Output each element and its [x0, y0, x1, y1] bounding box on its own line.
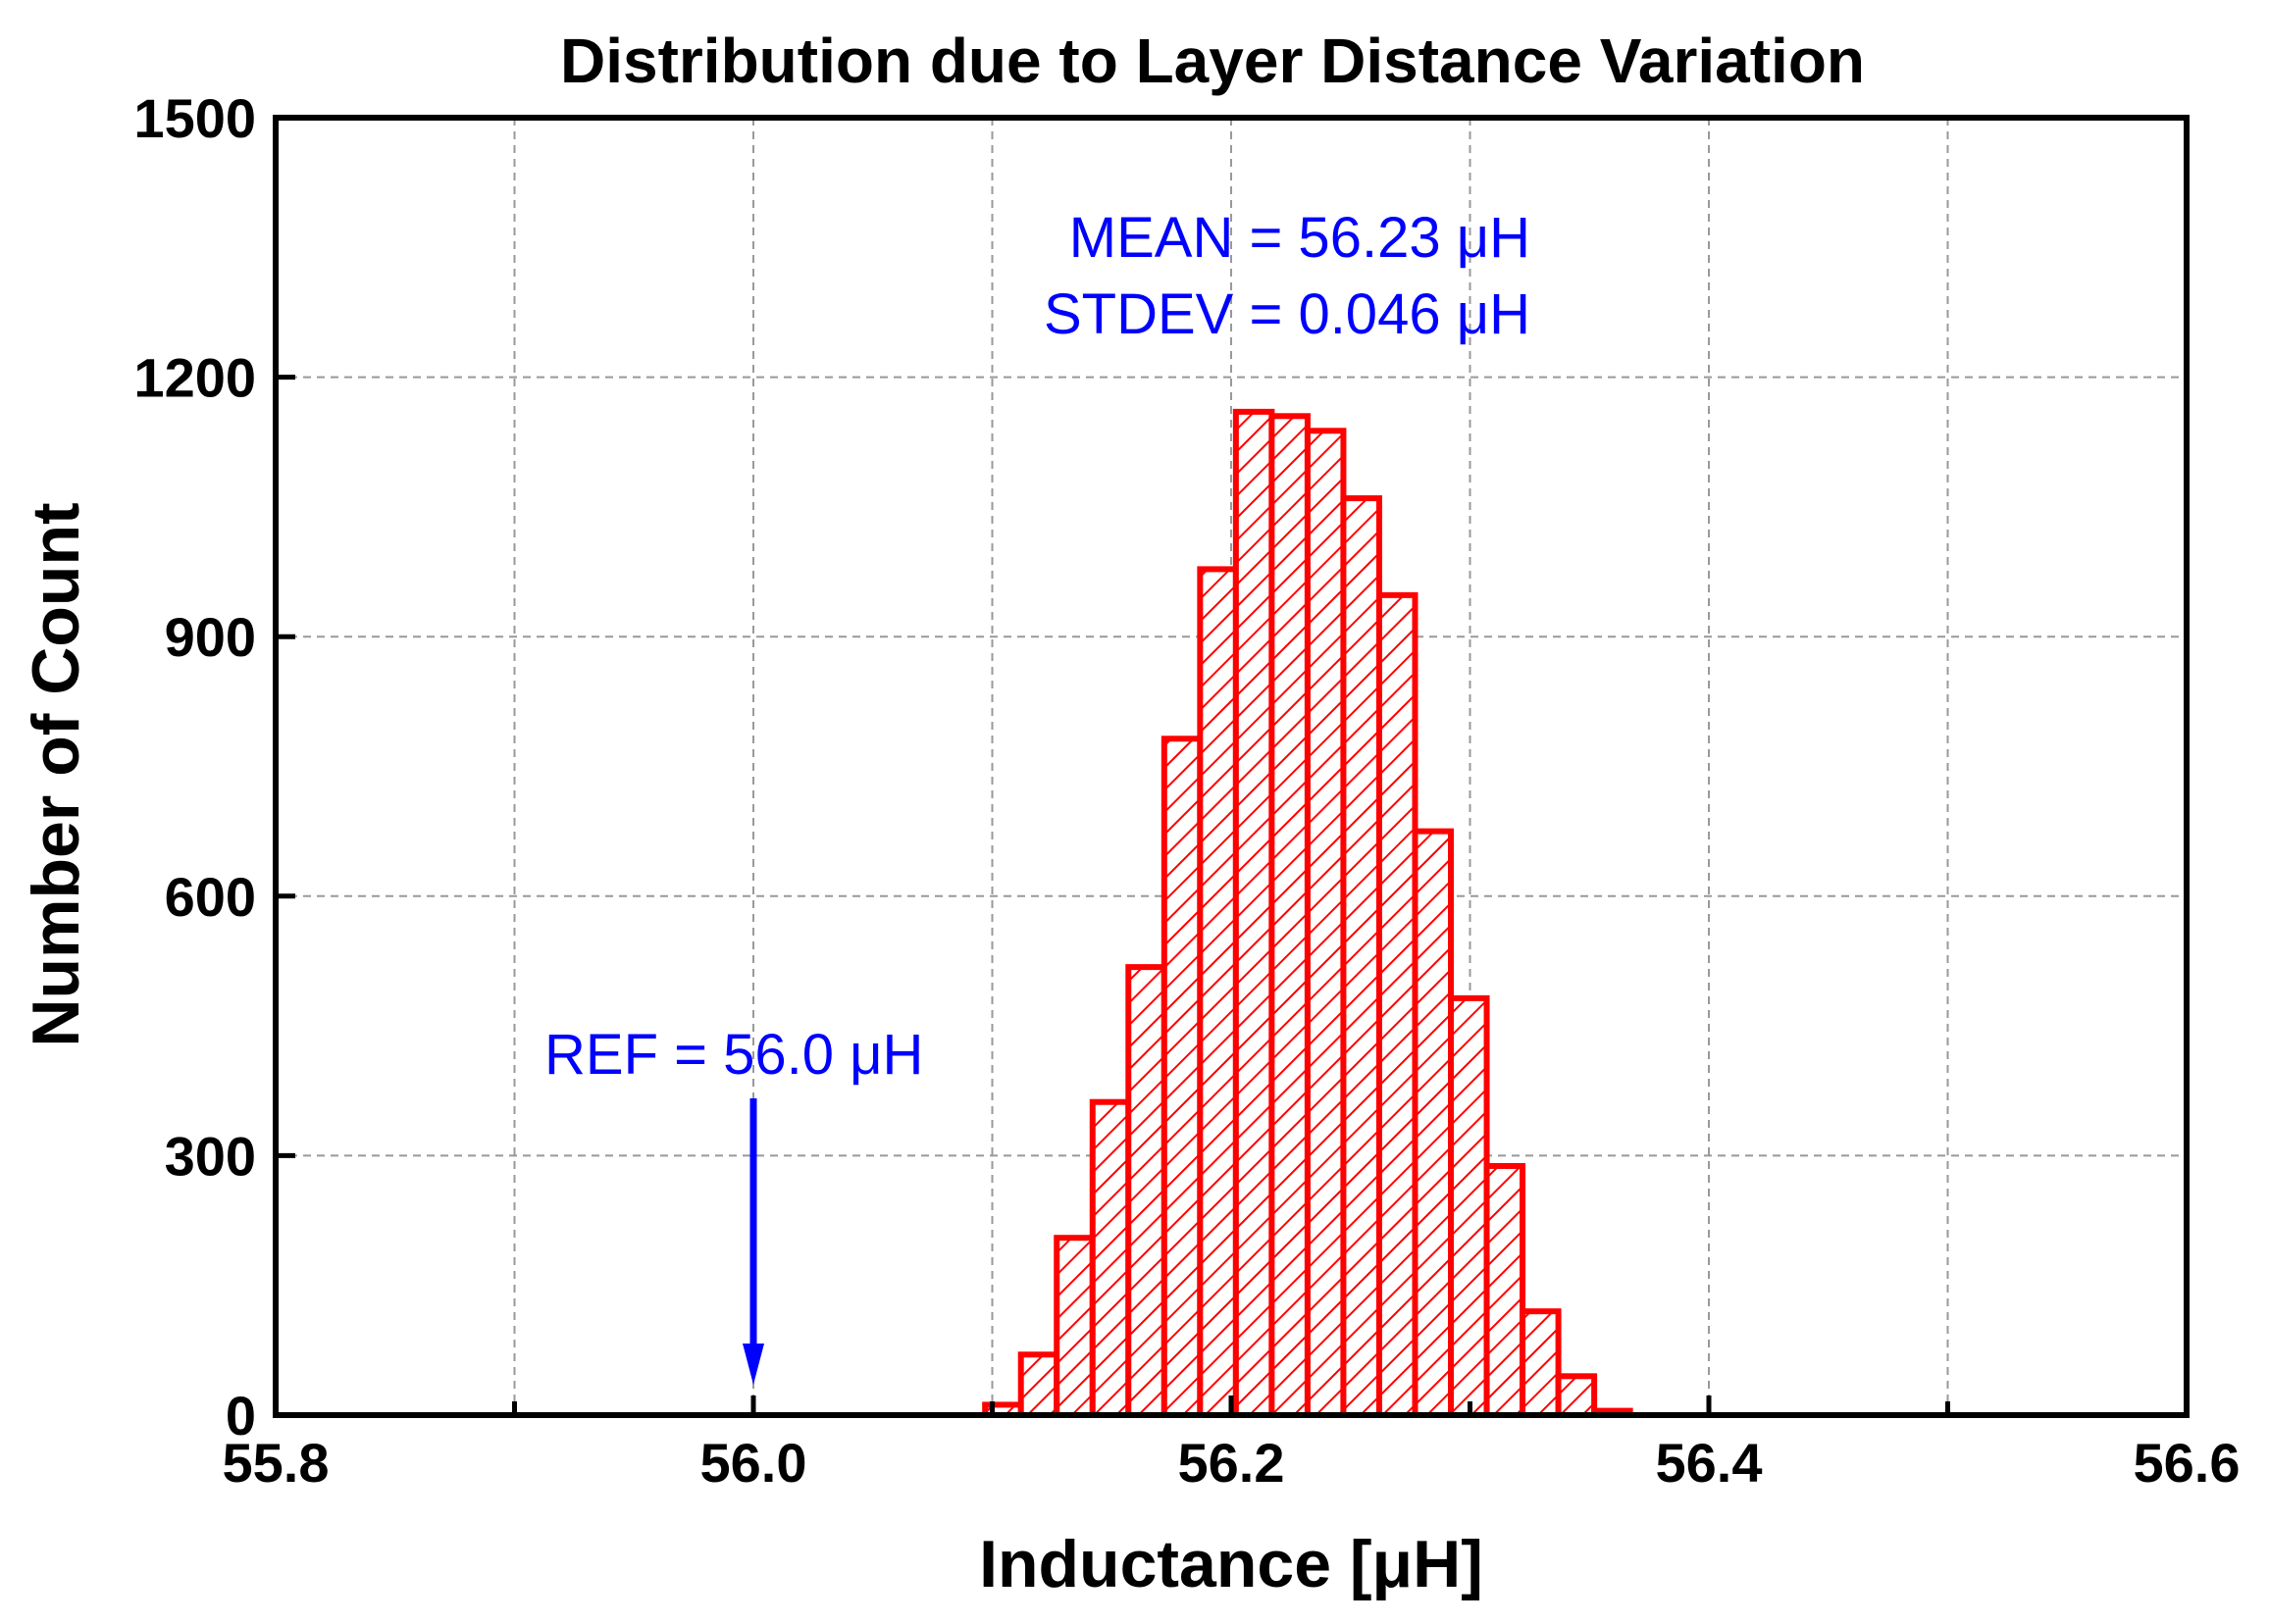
histogram-bar: [1125, 964, 1167, 1419]
ref-annotation: REF = 56.0 μH: [544, 1023, 923, 1087]
y-tick-label: 600: [165, 866, 256, 928]
histogram-bar: [1340, 495, 1382, 1418]
y-tick-label: 1200: [133, 347, 256, 409]
histogram-bar: [1268, 413, 1311, 1419]
x-tick-label: 56.2: [1178, 1432, 1285, 1494]
histogram-bar: [1232, 408, 1275, 1418]
histogram-bar: [1483, 1162, 1526, 1419]
ref-arrow: [743, 1098, 764, 1385]
histogram-bar: [1089, 1098, 1132, 1418]
tick-labels: 55.8 56.0 56.2 56.4 56.6 0 300 600 900 1200 1500: [133, 87, 2240, 1494]
x-axis-label: Inductance [μH]: [979, 1527, 1483, 1601]
histogram-bar: [1412, 828, 1455, 1418]
chart-title: Distribution due to Layer Distance Varia…: [560, 25, 1865, 96]
histogram-bar: [1054, 1235, 1096, 1418]
histogram-bar: [1197, 566, 1239, 1418]
y-axis-label: Number of Count: [19, 502, 93, 1046]
histogram-bar: [1304, 428, 1347, 1418]
axis-ticks: [273, 115, 2190, 1418]
mean-annotation: MEAN = 56.23 μH: [1069, 206, 1530, 270]
stdev-annotation: STDEV = 0.046 μH: [1044, 282, 1530, 346]
x-tick-label: 55.8: [223, 1432, 330, 1494]
y-tick-label: 0: [226, 1385, 256, 1446]
x-tick-label: 56.6: [2134, 1432, 2241, 1494]
histogram-bar: [1520, 1308, 1562, 1419]
x-tick-label: 56.0: [700, 1432, 807, 1494]
x-tick-label: 56.4: [1656, 1432, 1763, 1494]
histogram-bars: [982, 408, 1633, 1419]
histogram-bar: [1448, 994, 1490, 1418]
histogram-bar: [1375, 591, 1418, 1418]
y-tick-label: 300: [165, 1125, 256, 1187]
y-tick-label: 900: [165, 606, 256, 668]
histogram-bar: [1160, 736, 1204, 1418]
ref-arrow-head: [743, 1344, 764, 1385]
histogram-bar: [1017, 1351, 1060, 1419]
histogram-bar: [1555, 1373, 1598, 1419]
y-tick-label: 1500: [133, 87, 256, 149]
